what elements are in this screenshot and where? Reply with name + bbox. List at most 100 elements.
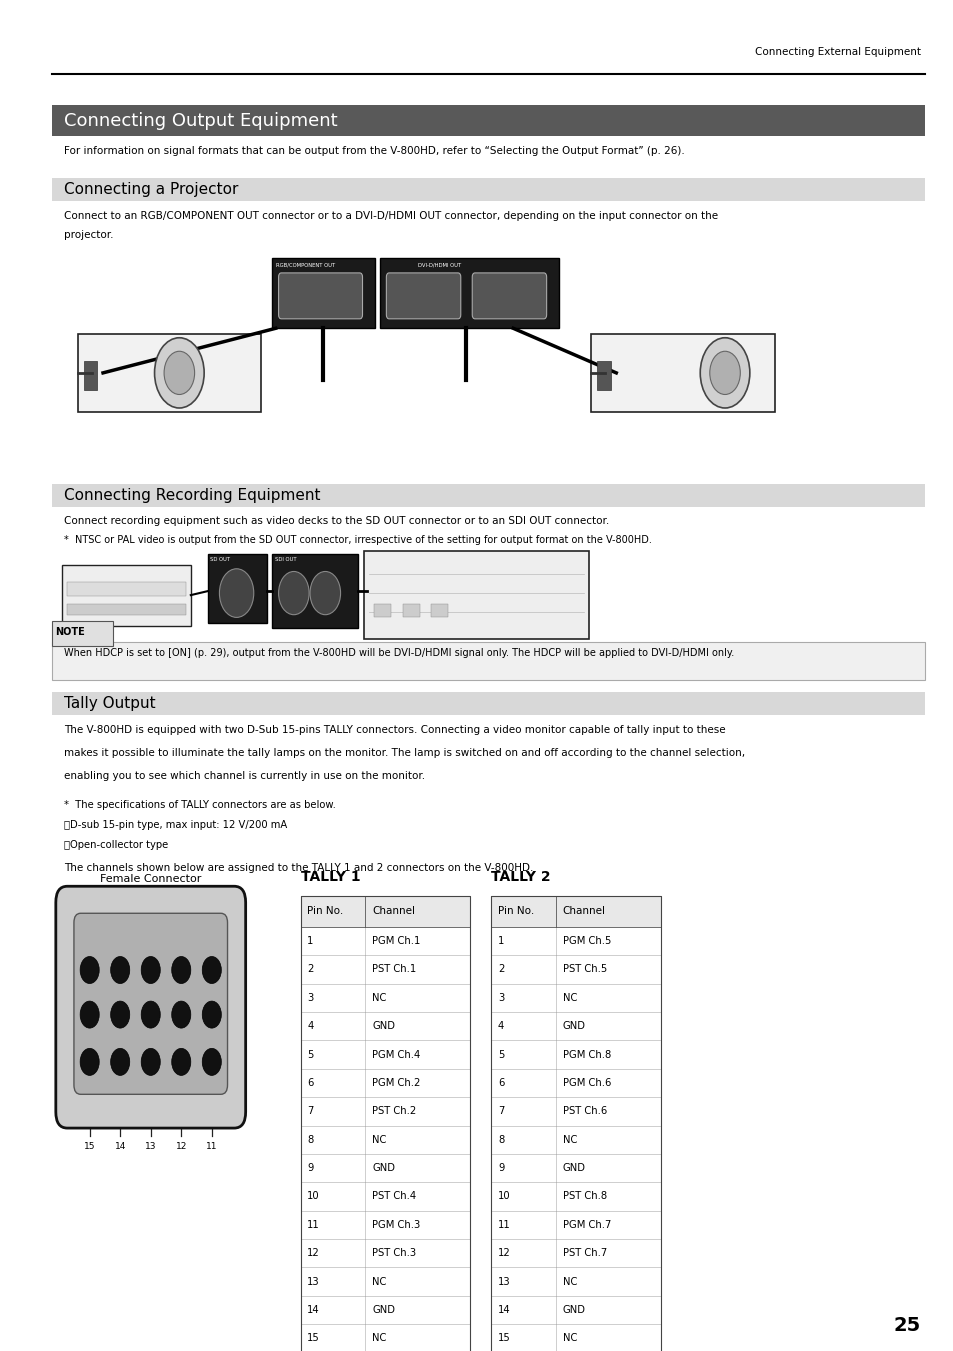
Text: ・Open-collector type: ・Open-collector type: [64, 840, 168, 850]
Text: 25: 25: [892, 1316, 920, 1335]
Text: PST Ch.4: PST Ch.4: [372, 1192, 416, 1201]
FancyBboxPatch shape: [300, 1267, 470, 1296]
Text: PST Ch.5: PST Ch.5: [562, 965, 606, 974]
Text: 11: 11: [307, 1220, 319, 1229]
FancyBboxPatch shape: [52, 105, 924, 136]
Circle shape: [111, 1001, 130, 1028]
FancyBboxPatch shape: [78, 334, 261, 412]
Text: GND: GND: [562, 1163, 585, 1173]
Circle shape: [172, 1001, 191, 1028]
Circle shape: [80, 1048, 99, 1075]
Text: 3: 3: [307, 993, 314, 1002]
FancyBboxPatch shape: [278, 273, 362, 319]
Text: For information on signal formats that can be output from the V-800HD, refer to : For information on signal formats that c…: [64, 146, 684, 155]
FancyBboxPatch shape: [300, 927, 470, 955]
Text: 7: 7: [193, 938, 199, 947]
Circle shape: [164, 351, 194, 394]
Text: 4: 4: [307, 1021, 314, 1031]
FancyBboxPatch shape: [51, 621, 112, 646]
FancyBboxPatch shape: [491, 1296, 660, 1324]
Text: 14: 14: [114, 1142, 126, 1151]
Text: PGM Ch.3: PGM Ch.3: [372, 1220, 420, 1229]
Circle shape: [80, 1001, 99, 1028]
FancyBboxPatch shape: [491, 1012, 660, 1040]
Text: PGM Ch.2: PGM Ch.2: [372, 1078, 420, 1088]
Text: Connecting Output Equipment: Connecting Output Equipment: [64, 112, 337, 130]
Text: When HDCP is set to [ON] (p. 29), output from the V-800HD will be DVI-D/HDMI sig: When HDCP is set to [ON] (p. 29), output…: [64, 648, 734, 658]
Text: 6: 6: [307, 1078, 314, 1088]
Text: 14: 14: [307, 1305, 319, 1315]
Text: projector.: projector.: [64, 230, 113, 239]
Text: 1: 1: [307, 936, 314, 946]
Text: 4: 4: [497, 1021, 504, 1031]
Text: SDI OUT: SDI OUT: [274, 557, 296, 562]
Text: PST Ch.7: PST Ch.7: [562, 1248, 606, 1258]
Text: 8: 8: [307, 1135, 314, 1144]
FancyBboxPatch shape: [300, 984, 470, 1012]
Text: NC: NC: [562, 1277, 577, 1286]
FancyBboxPatch shape: [52, 642, 924, 680]
FancyBboxPatch shape: [491, 1239, 660, 1267]
Text: 11: 11: [206, 1142, 217, 1151]
Circle shape: [154, 338, 204, 408]
Circle shape: [709, 351, 740, 394]
Text: makes it possible to illuminate the tally lamps on the monitor. The lamp is swit: makes it possible to illuminate the tall…: [64, 748, 744, 758]
Text: 15: 15: [84, 1142, 95, 1151]
Text: 9: 9: [132, 938, 138, 947]
Text: Tally Output: Tally Output: [64, 696, 155, 711]
Text: TALLY 2: TALLY 2: [491, 870, 551, 884]
Text: 10: 10: [99, 938, 111, 947]
FancyBboxPatch shape: [300, 1182, 470, 1210]
Text: 9: 9: [307, 1163, 314, 1173]
Circle shape: [172, 957, 191, 984]
Text: 11: 11: [497, 1220, 510, 1229]
Text: Pin No.: Pin No.: [307, 907, 343, 916]
FancyBboxPatch shape: [84, 361, 97, 390]
FancyBboxPatch shape: [364, 551, 588, 639]
Text: 10: 10: [497, 1192, 510, 1201]
Text: Female Connector: Female Connector: [100, 874, 201, 884]
FancyBboxPatch shape: [300, 1210, 470, 1239]
FancyBboxPatch shape: [491, 1069, 660, 1097]
Text: 6: 6: [218, 938, 224, 947]
FancyBboxPatch shape: [491, 1182, 660, 1210]
Circle shape: [141, 1048, 160, 1075]
Text: 10: 10: [307, 1192, 319, 1201]
Text: 13: 13: [307, 1277, 319, 1286]
Text: PST Ch.2: PST Ch.2: [372, 1106, 416, 1116]
FancyBboxPatch shape: [56, 886, 246, 1128]
FancyBboxPatch shape: [67, 604, 186, 615]
FancyBboxPatch shape: [402, 604, 419, 617]
Text: PST Ch.6: PST Ch.6: [562, 1106, 606, 1116]
Text: Channel: Channel: [562, 907, 605, 916]
FancyBboxPatch shape: [300, 1239, 470, 1267]
Circle shape: [278, 571, 309, 615]
Text: Connect recording equipment such as video decks to the SD OUT connector or to an: Connect recording equipment such as vide…: [64, 516, 609, 526]
Circle shape: [111, 957, 130, 984]
FancyBboxPatch shape: [208, 554, 267, 623]
Text: NC: NC: [562, 1135, 577, 1144]
Text: 9: 9: [497, 1163, 504, 1173]
Text: DVI-D/HDMI OUT: DVI-D/HDMI OUT: [417, 262, 460, 267]
FancyBboxPatch shape: [67, 582, 186, 596]
Text: NC: NC: [562, 1333, 577, 1343]
FancyBboxPatch shape: [491, 1267, 660, 1296]
FancyBboxPatch shape: [52, 484, 924, 507]
Text: PGM Ch.6: PGM Ch.6: [562, 1078, 611, 1088]
FancyBboxPatch shape: [491, 1040, 660, 1069]
Text: Pin No.: Pin No.: [497, 907, 534, 916]
Text: Connecting Recording Equipment: Connecting Recording Equipment: [64, 488, 320, 503]
Text: PST Ch.1: PST Ch.1: [372, 965, 416, 974]
FancyBboxPatch shape: [597, 361, 610, 390]
Text: 4: 4: [117, 892, 123, 901]
Text: PGM Ch.1: PGM Ch.1: [372, 936, 420, 946]
FancyBboxPatch shape: [431, 604, 448, 617]
Text: 14: 14: [497, 1305, 510, 1315]
Text: GND: GND: [372, 1163, 395, 1173]
Circle shape: [219, 569, 253, 617]
FancyBboxPatch shape: [386, 273, 460, 319]
Text: 2: 2: [497, 965, 504, 974]
Circle shape: [141, 957, 160, 984]
Text: *  NTSC or PAL video is output from the SD OUT connector, irrespective of the se: * NTSC or PAL video is output from the S…: [64, 535, 651, 544]
FancyBboxPatch shape: [379, 258, 558, 328]
